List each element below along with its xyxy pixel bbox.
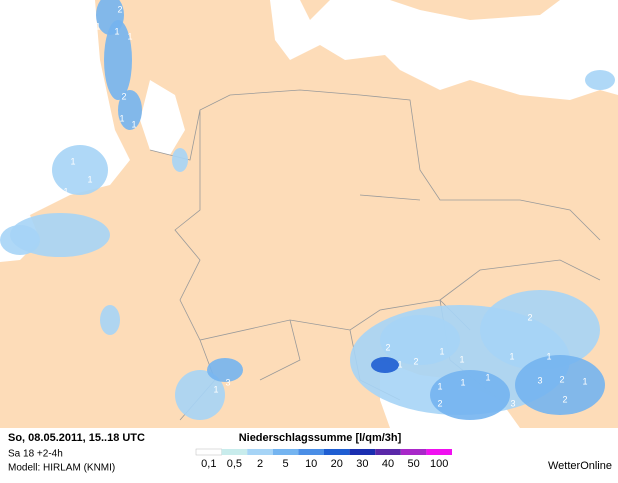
precipitation — [0, 0, 615, 420]
map-label: 2 — [527, 312, 532, 322]
wadden — [140, 80, 185, 155]
map-label: 2 — [562, 394, 567, 404]
map-label: 1 — [119, 113, 124, 123]
legend-label: 0,5 — [227, 458, 242, 470]
rain-area — [118, 90, 142, 130]
map-label: 1 — [439, 346, 444, 356]
rain-area — [480, 290, 600, 370]
legend-swatch — [272, 449, 299, 455]
brand: WetterOnline — [548, 460, 612, 472]
rain-area — [172, 148, 188, 172]
rain-area — [100, 305, 120, 335]
rain-area — [175, 370, 225, 420]
map-label: 2 — [121, 91, 126, 101]
legend-swatch — [247, 449, 273, 455]
rain-area — [371, 357, 399, 373]
map-label: 1 — [582, 376, 587, 386]
legend-label: 0,1 — [201, 458, 216, 470]
map-label: 1 — [459, 354, 464, 364]
map-label: 2 — [117, 4, 122, 14]
legend-swatch — [298, 449, 324, 455]
map-label: 1 — [114, 26, 119, 36]
rain-area — [0, 225, 40, 255]
legend-title: Niederschlagssumme [l/qm/3h] — [239, 432, 402, 444]
map-label: 2 — [385, 342, 390, 352]
map-label: 1 — [485, 372, 490, 382]
map-label: 1 — [546, 351, 551, 361]
legend-label: 20 — [331, 458, 343, 470]
rain-area — [380, 315, 460, 365]
map-label: 1 — [460, 377, 465, 387]
map-label: 1 — [509, 351, 514, 361]
legend-swatch — [324, 449, 350, 455]
map-label: 2 — [437, 398, 442, 408]
map-label: 1 — [95, 21, 100, 31]
legend-label: 5 — [283, 458, 289, 470]
legend-swatch — [221, 449, 248, 455]
rain-area — [430, 370, 510, 420]
rain-area — [515, 355, 605, 415]
map-label: 1 — [213, 384, 218, 394]
date-text: So, 08.05.2011, 15..18 UTC — [8, 432, 145, 444]
rain-area — [104, 20, 132, 100]
map-label: 3 — [510, 398, 515, 408]
legend-label: 50 — [407, 458, 419, 470]
model-text: Modell: HIRLAM (KNMI) — [8, 463, 115, 474]
map-label: 1 — [131, 119, 136, 129]
map-label: 1 — [397, 359, 402, 369]
map-label: 1 — [437, 381, 442, 391]
legend-label: 40 — [382, 458, 394, 470]
map-label: 2 — [413, 356, 418, 366]
legend-label: 10 — [305, 458, 317, 470]
legend-swatch — [426, 449, 452, 455]
map-label: 1 — [70, 156, 75, 166]
rain-area — [207, 358, 243, 382]
legend-label: 2 — [257, 458, 263, 470]
map-label: 2 — [559, 374, 564, 384]
map-label: 1 — [63, 186, 68, 196]
rain-area — [585, 70, 615, 90]
legend-swatch — [375, 449, 401, 455]
rain-area — [52, 145, 108, 195]
map-label: 3 — [225, 377, 230, 387]
baltic-sea — [170, 0, 618, 100]
legend-label: 100 — [430, 458, 448, 470]
legend-label: 30 — [356, 458, 368, 470]
map-label: 1 — [107, 109, 112, 119]
legend-swatch — [195, 448, 222, 456]
legend-swatch — [400, 449, 427, 455]
legend-swatch — [349, 449, 376, 455]
map-label: 1 — [87, 174, 92, 184]
run-text: Sa 18 +2-4h — [8, 449, 63, 460]
map-label: 3 — [537, 375, 542, 385]
map-label: 1 — [127, 31, 132, 41]
